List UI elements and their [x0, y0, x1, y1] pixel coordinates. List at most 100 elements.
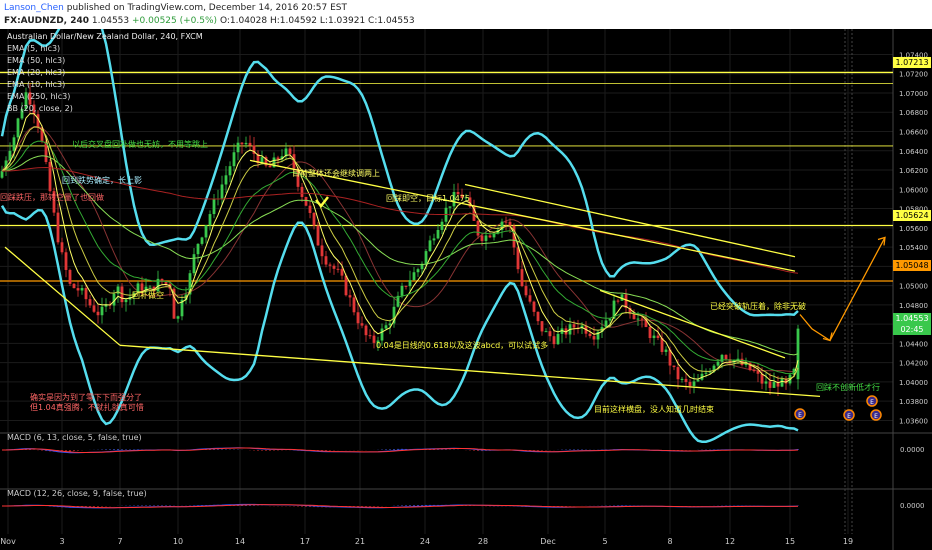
y-tick-label: 1.05600: [899, 225, 928, 233]
price-chart[interactable]: 1.07400 1.07200 1.07000 1.06800 1.06600 1.064…: [0, 29, 932, 550]
annotation-2: 回到跌势确定，长上影: [62, 176, 142, 185]
candle-body: [608, 318, 612, 321]
x-tick-label: 8: [667, 537, 672, 546]
candle-body: [748, 362, 752, 371]
candle-body: [612, 300, 616, 319]
candle-body: [488, 235, 492, 238]
candle-body: [396, 295, 400, 307]
macd-panel-1: [1, 447, 799, 454]
candle-body: [196, 243, 200, 255]
candle-body: [660, 337, 664, 352]
candle-body: [460, 194, 464, 198]
candle-body: [404, 285, 408, 287]
x-tick-label: 12: [725, 537, 735, 546]
ema-line: [1, 166, 799, 274]
candle-body: [356, 312, 360, 324]
candle-body: [304, 196, 308, 206]
y-tick-label: 1.04800: [899, 302, 928, 310]
annotation-6: 已经突破轨压着，除非无破: [710, 302, 806, 311]
candle-body: [668, 349, 672, 366]
macd1-axis-label: 0.0000: [900, 446, 925, 454]
macd-signal-line: [2, 447, 799, 453]
candle-body: [776, 381, 780, 387]
candle-body: [68, 269, 72, 284]
candle-body: [604, 320, 608, 328]
candle-body: [260, 157, 264, 164]
event-marker-icon: [866, 395, 878, 407]
candle-body: [408, 280, 412, 287]
x-tick-label: 5: [602, 537, 607, 546]
candle-body: [340, 269, 344, 276]
candle-body: [768, 381, 772, 388]
candle-body: [76, 288, 80, 291]
candle-body: [148, 286, 152, 288]
candle-body: [424, 251, 428, 264]
candle-body: [320, 245, 324, 257]
candle-body: [544, 331, 548, 333]
candle-body: [136, 283, 140, 294]
candle-body: [60, 242, 64, 253]
candle-body: [368, 335, 372, 337]
candle-body: [640, 318, 644, 320]
trendline: [4, 246, 121, 346]
candle-body: [536, 311, 540, 322]
candle-body: [44, 141, 48, 163]
candle-body: [636, 318, 640, 320]
x-tick-label: 15: [785, 537, 795, 546]
legend-ema20: EMA (20, hlc3): [7, 68, 66, 77]
candle-body: [180, 299, 184, 317]
candle-body: [440, 221, 444, 230]
candle-body: [48, 162, 52, 192]
candle-body: [764, 381, 768, 384]
symbol-label: FX:AUDNZD, 240: [4, 16, 90, 26]
candle-body: [708, 371, 712, 373]
candle-body: [56, 212, 60, 243]
author-link[interactable]: Lanson_Chen: [4, 3, 64, 13]
candle-body: [548, 331, 552, 337]
legend-bb: BB (20, close, 2): [7, 104, 73, 113]
candle-body: [624, 294, 628, 309]
candle-body: [580, 325, 584, 328]
candle-body: [688, 381, 692, 387]
candle-body: [172, 288, 176, 319]
level-label-3: 1.05048: [893, 260, 931, 271]
y-tick-label: 1.04400: [899, 340, 928, 348]
header-bar: Lanson_Chen published on TradingView.com…: [0, 0, 932, 29]
candle-body: [176, 316, 180, 319]
candle-body: [728, 359, 732, 363]
close-value: C:1.04553: [368, 16, 415, 26]
candle-body: [436, 229, 440, 239]
candle-body: [92, 305, 96, 312]
candle-body: [716, 361, 720, 366]
candle-body: [96, 311, 100, 316]
candle-body: [328, 264, 332, 266]
candle-body: [652, 335, 656, 339]
y-tick-label: 1.06600: [899, 128, 928, 136]
candle-body: [104, 304, 108, 307]
annotation-8: 回踩不创新低才行: [816, 383, 880, 392]
candle-body: [352, 297, 356, 313]
x-tick-label: Dec: [540, 537, 555, 546]
x-tick-label: 28: [478, 537, 488, 546]
y-tick-label: 1.04000: [899, 379, 928, 387]
candle-body: [228, 166, 232, 176]
projection-path: [799, 237, 886, 342]
event-marker-icon: [843, 409, 855, 421]
candle-body: [672, 365, 676, 368]
candle-body: [308, 205, 312, 213]
legend-ema250: EMA (250, hlc3): [7, 92, 71, 101]
y-axis-ticks: 1.07400 1.07200 1.07000 1.06800 1.06600 1.064…: [899, 51, 928, 425]
candle-body: [292, 154, 296, 169]
candle-body: [620, 294, 624, 301]
event-marker-icon: [870, 409, 882, 421]
candle-body: [84, 288, 88, 300]
y-tick-label: 1.03800: [899, 398, 928, 406]
candle-body: [572, 324, 576, 328]
low-value: L:1.03921: [319, 16, 366, 26]
y-tick-label: 1.03600: [899, 417, 928, 425]
x-tick-label: 10: [173, 537, 183, 546]
trendline: [249, 159, 796, 272]
macd1-label: MACD (6, 13, close, 5, false, true): [7, 433, 142, 442]
candle-body: [420, 263, 424, 270]
candle-body: [388, 323, 392, 326]
